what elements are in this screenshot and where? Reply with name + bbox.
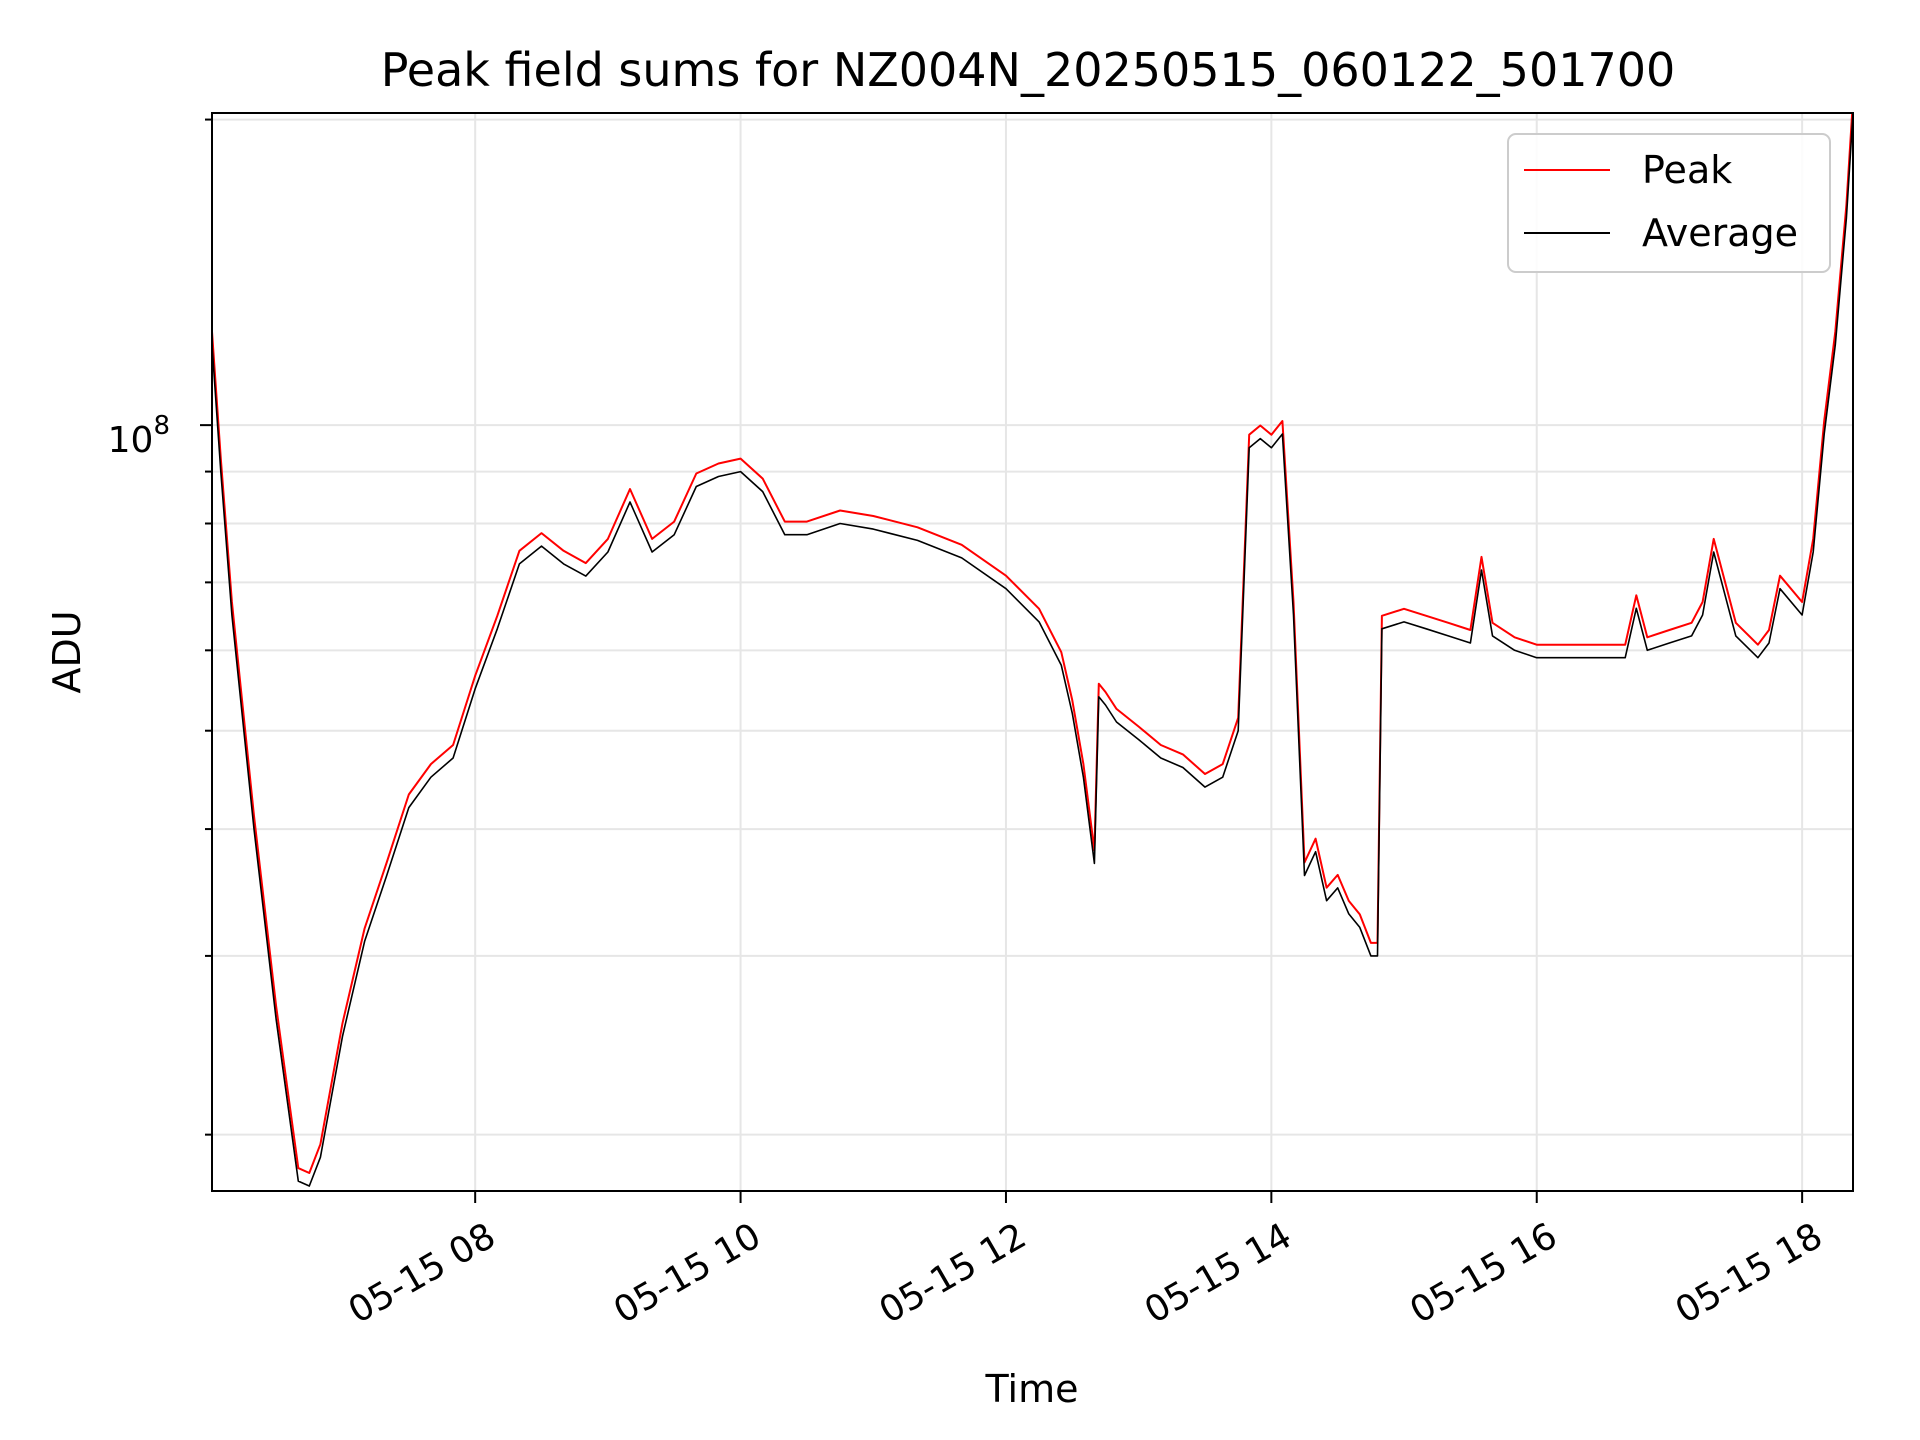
legend-label-average: Average	[1642, 211, 1798, 255]
legend-box	[1507, 133, 1831, 273]
y-axis-label: ADU	[45, 610, 89, 693]
series-line-peak	[212, 113, 1853, 1174]
chart-title: Peak field sums for NZ004N_20250515_0601…	[381, 43, 1676, 97]
y-axis-ticks	[200, 118, 212, 1136]
x-axis-label: Time	[985, 1367, 1079, 1411]
series-line-average	[212, 113, 1853, 1187]
legend: Peak Average	[1507, 133, 1831, 273]
plot-frame	[211, 112, 1854, 1192]
grid	[212, 113, 1853, 1191]
y-tick-label-1e8: 108	[108, 411, 170, 461]
legend-label-peak: Peak	[1642, 148, 1732, 192]
